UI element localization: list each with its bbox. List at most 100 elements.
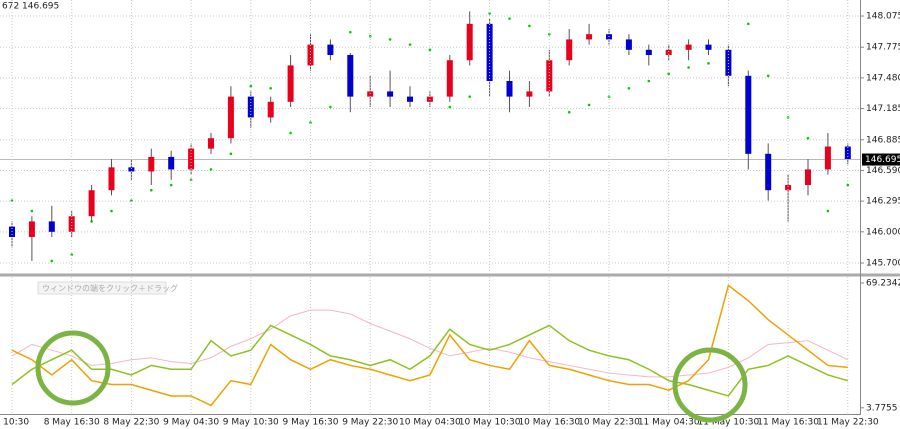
- candle-body: [665, 49, 672, 56]
- sar-dot: [309, 121, 312, 124]
- x-tick-label: 9 May 16:30: [283, 418, 339, 428]
- x-tick-label: 9 May 10:30: [223, 418, 279, 428]
- x-tick-label: 8 May 16:30: [44, 418, 100, 428]
- highlight-circle: [672, 347, 748, 423]
- candle-body: [387, 91, 394, 97]
- sar-dot: [70, 253, 73, 256]
- sar-dot: [130, 199, 133, 202]
- indicator-line: [11, 324, 849, 397]
- candle-body: [407, 96, 413, 102]
- candle-body: [844, 146, 851, 160]
- sar-dot: [408, 43, 412, 46]
- candle-body: [327, 44, 334, 56]
- candle-body: [208, 138, 214, 149]
- last-price-label: 146.695: [865, 155, 900, 165]
- x-tick-label: 8 May 22:30: [103, 418, 159, 428]
- candle-body: [267, 101, 274, 118]
- candle-body: [526, 91, 533, 97]
- sar-dot: [189, 178, 193, 182]
- candle-body: [705, 44, 712, 50]
- candle-body: [48, 221, 55, 232]
- sar-dot: [548, 32, 551, 36]
- candle-body: [486, 23, 493, 82]
- candle-body: [28, 221, 35, 238]
- x-tick-label: 11 May 04:30: [638, 418, 700, 428]
- y-tick-label: 147.185: [866, 104, 900, 114]
- x-tick-label: 11 May 16:30: [757, 418, 819, 428]
- candle-body: [685, 44, 692, 50]
- x-tick-label: 10 May 16:30: [518, 418, 580, 428]
- candle-body: [367, 91, 374, 97]
- candle-body: [347, 55, 354, 97]
- candle-body: [765, 153, 772, 191]
- y-tick-label: 147.480: [866, 73, 900, 83]
- candle-body: [785, 185, 792, 191]
- y-tick-label: 146.590: [866, 166, 900, 176]
- highlight-circle: [35, 330, 111, 406]
- sar-dot: [567, 110, 571, 114]
- indicator-line: [11, 284, 848, 407]
- sar-dot: [229, 152, 233, 156]
- candle-body: [725, 49, 732, 76]
- sar-dot: [667, 72, 670, 76]
- x-tick-label: 9 May 22:30: [342, 418, 398, 428]
- sar-dot: [528, 24, 531, 28]
- candle-body: [108, 167, 115, 191]
- candle-body: [506, 81, 513, 97]
- y-tick-label: 146.295: [866, 197, 900, 207]
- sar-dot: [806, 136, 810, 140]
- header: 672 146.695: [2, 2, 59, 12]
- candle-body: [586, 34, 593, 40]
- x-tick-label: y 10:30: [0, 418, 29, 428]
- sar-dot: [488, 12, 491, 15]
- x-tick-label: 10 May 04:30: [399, 418, 461, 428]
- sar-dot: [647, 79, 651, 83]
- candle-body: [168, 156, 175, 170]
- sar-dot: [687, 66, 690, 69]
- y-tick-label: 146.885: [866, 135, 900, 145]
- sar-dot: [468, 95, 472, 98]
- sar-dot: [428, 48, 432, 52]
- sar-dot: [249, 84, 253, 88]
- sar-dot: [826, 209, 830, 213]
- candle-body: [148, 156, 155, 172]
- candle-body: [625, 39, 632, 50]
- candle-body: [88, 190, 95, 217]
- sar-dot: [587, 103, 591, 107]
- y-tick-label: 148.075: [866, 12, 900, 22]
- candle-body: [645, 49, 652, 56]
- candle-body: [466, 23, 473, 61]
- sar-dot: [169, 183, 173, 187]
- candle-body: [307, 44, 314, 66]
- sar-dot: [50, 259, 54, 263]
- x-tick-label: 10 May 10:30: [459, 418, 521, 428]
- sar-dot: [209, 168, 213, 171]
- sar-dot: [388, 38, 392, 41]
- y-tick-label: 146.000: [866, 227, 900, 237]
- sar-dot: [150, 188, 153, 192]
- candle-body: [128, 167, 135, 172]
- sar-dot: [707, 62, 710, 65]
- candle-body: [446, 60, 453, 97]
- sar-dot: [508, 17, 511, 20]
- sar-dot: [329, 105, 332, 109]
- sar-dot: [766, 74, 770, 78]
- sar-dot: [269, 86, 273, 90]
- sar-dot: [349, 30, 352, 34]
- sar-dot: [289, 131, 292, 135]
- sar-dot: [110, 209, 113, 213]
- indicator-line: [11, 309, 849, 378]
- x-tick-label: 11 May 22:30: [817, 418, 879, 428]
- y-tick-label: 3.7755: [866, 403, 898, 413]
- y-tick-label: 147.775: [866, 43, 900, 53]
- sar-dot: [30, 209, 34, 213]
- candle-body: [824, 146, 831, 170]
- sar-dot: [627, 86, 631, 90]
- x-tick-label: 9 May 04:30: [163, 418, 219, 428]
- sar-dot: [10, 199, 14, 202]
- sar-dot: [448, 105, 452, 109]
- candle-body: [287, 65, 294, 102]
- x-tick-label: 11 May 10:30: [698, 418, 760, 428]
- sar-dot: [747, 22, 750, 26]
